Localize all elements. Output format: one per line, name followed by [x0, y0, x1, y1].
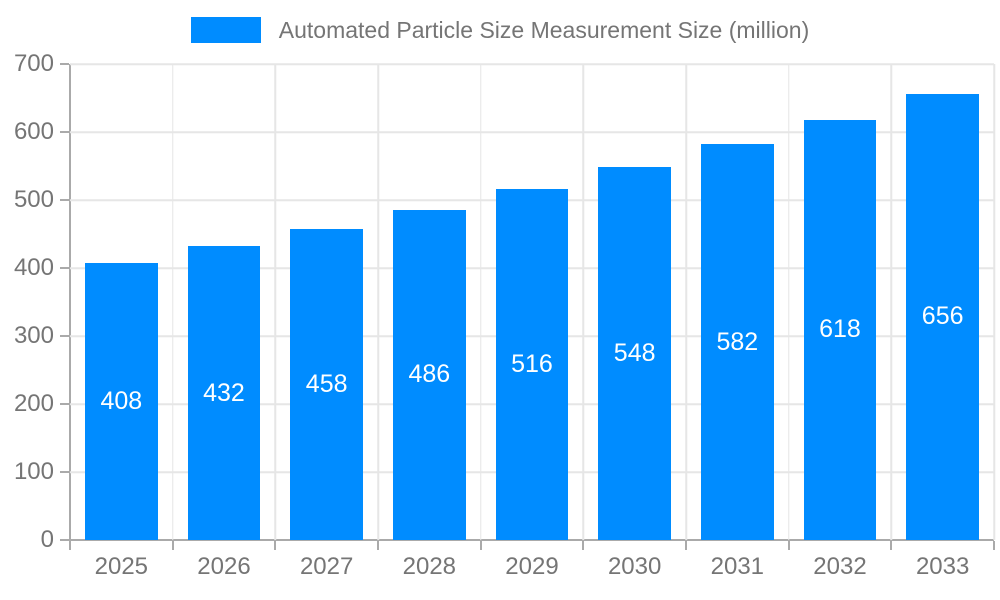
y-axis-label: 100: [13, 458, 54, 485]
bar: 516: [495, 189, 569, 540]
legend: Automated Particle Size Measurement Size…: [0, 14, 1000, 46]
bar-value-label: 516: [511, 350, 553, 379]
y-tick: [60, 471, 69, 473]
x-axis-label: 2029: [505, 553, 559, 580]
x-tick: [377, 541, 379, 550]
y-tick: [60, 131, 69, 133]
x-tick: [69, 541, 71, 550]
bar-value-label: 618: [819, 315, 861, 344]
bar-value-label: 548: [613, 339, 656, 368]
x-axis-label: 2032: [813, 553, 867, 580]
v-gridline: [787, 64, 790, 540]
y-tick: [60, 403, 69, 405]
x-tick: [274, 541, 277, 550]
bar: 582: [700, 144, 774, 540]
y-axis-label: 300: [13, 322, 54, 349]
v-gridline: [890, 64, 893, 540]
x-tick: [685, 541, 687, 550]
y-axis-label: 500: [13, 186, 54, 213]
x-axis-label: 2028: [402, 553, 457, 580]
x-axis-label: 2026: [197, 553, 251, 580]
bar-value-label: 458: [305, 369, 348, 398]
legend-swatch: [190, 17, 261, 43]
x-axis-line: [70, 539, 994, 541]
x-axis-label: 2033: [915, 553, 970, 580]
x-tick: [479, 541, 482, 550]
x-tick: [582, 541, 585, 550]
y-tick: [60, 335, 69, 337]
y-axis-label: 600: [13, 118, 54, 145]
bar: 486: [392, 209, 466, 540]
y-axis-label: 400: [13, 254, 54, 281]
v-gridline: [582, 64, 585, 540]
y-axis-line: [69, 64, 71, 549]
y-tick: [60, 539, 69, 541]
x-axis-label: 2030: [607, 553, 662, 580]
bar-value-label: 486: [408, 360, 451, 389]
y-tick: [60, 267, 69, 269]
x-tick: [171, 541, 174, 550]
h-gridline: [70, 131, 994, 133]
v-gridline: [377, 64, 379, 540]
bar-value-label: 408: [100, 386, 143, 415]
bar: 408: [84, 262, 158, 540]
x-tick: [890, 541, 893, 550]
bar-value-label: 582: [716, 327, 759, 356]
v-gridline: [171, 64, 174, 540]
plot-area: 0 100 200 300 400 500 600 700 2025 2026 2027 2028 20…: [14, 52, 995, 579]
y-axis-label: 700: [13, 50, 54, 77]
bar: 618: [803, 119, 877, 540]
bar: 548: [598, 167, 672, 540]
bar-value-label: 656: [921, 302, 964, 331]
y-axis-label: 0: [40, 526, 54, 553]
y-tick: [60, 199, 69, 201]
x-tick: [993, 541, 995, 550]
bar: 432: [187, 246, 261, 540]
bar: 458: [290, 228, 364, 540]
x-axis-label: 2031: [710, 553, 765, 580]
y-axis-label: 200: [13, 390, 54, 417]
v-gridline: [479, 64, 482, 540]
bar: 656: [906, 93, 980, 540]
x-axis-label: 2027: [299, 553, 354, 580]
v-gridline: [274, 64, 277, 540]
v-gridline: [685, 64, 687, 540]
y-tick: [60, 63, 69, 65]
legend-label: Automated Particle Size Measurement Size…: [278, 16, 810, 43]
x-tick: [787, 541, 790, 550]
bar-value-label: 432: [203, 378, 245, 407]
v-gridline: [993, 64, 995, 540]
x-axis-label: 2025: [94, 553, 149, 580]
h-gridline: [70, 63, 994, 65]
